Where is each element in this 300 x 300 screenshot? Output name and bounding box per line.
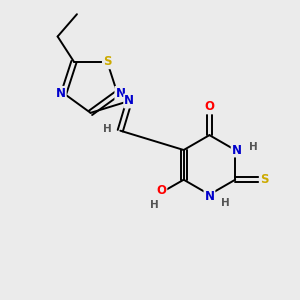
- Text: H: H: [103, 124, 111, 134]
- Text: N: N: [56, 87, 66, 100]
- Text: O: O: [204, 100, 214, 113]
- Text: H: H: [249, 142, 258, 152]
- Text: N: N: [124, 94, 134, 107]
- Text: S: S: [103, 55, 111, 68]
- Text: H: H: [150, 200, 158, 210]
- Text: S: S: [260, 173, 268, 186]
- Text: N: N: [116, 87, 125, 100]
- Text: N: N: [204, 190, 214, 202]
- Text: O: O: [156, 184, 167, 196]
- Text: N: N: [232, 143, 242, 157]
- Text: H: H: [221, 199, 230, 208]
